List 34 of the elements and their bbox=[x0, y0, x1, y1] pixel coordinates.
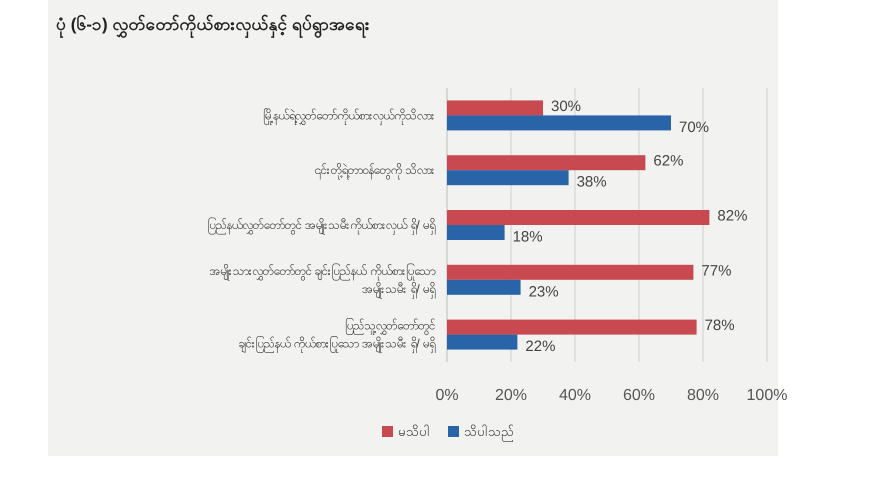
y-tick-label: အမျိုးသားလွှတ်တော်တွင် ချင်းပြည်နယ် ကိုယ်စားပြုသော အမျိုးသမီး ရှိ/ မရှိ bbox=[209, 262, 435, 299]
x-tick-label: 40% bbox=[558, 387, 592, 404]
bar bbox=[447, 100, 543, 116]
data-label: 62% bbox=[653, 152, 684, 170]
bar bbox=[447, 334, 518, 350]
data-label: 70% bbox=[679, 118, 710, 136]
data-label: 30% bbox=[551, 98, 582, 115]
x-tick-label: 0% bbox=[435, 387, 459, 404]
y-tick-label: မြို့နယ်ရဲ့လွှတ်တော်ကိုယ်စားလှယ်ကိုသိလား bbox=[263, 106, 435, 126]
data-label: 38% bbox=[576, 174, 607, 191]
legend-label: သိပါသည် bbox=[464, 424, 514, 442]
bar bbox=[447, 264, 694, 280]
bar bbox=[447, 115, 671, 130]
x-tick-label: 60% bbox=[622, 387, 656, 404]
legend-label: မသိပါ bbox=[398, 424, 430, 439]
data-label: 78% bbox=[704, 317, 735, 334]
data-label: 82% bbox=[717, 208, 748, 224]
y-tick-label: ၎င်းတို့ရဲ့တာဝန်တွေကို သိလား bbox=[314, 162, 435, 180]
bar bbox=[447, 210, 710, 225]
x-tick-label: 20% bbox=[494, 387, 528, 404]
bar bbox=[447, 170, 569, 186]
y-tick-label: ပြည်နယ်လွှတ်တော်တွင် အမျိုးသမီးကိုယ်စားလှယ် ရှိ/ မရှိ bbox=[208, 216, 435, 235]
x-tick-label: 80% bbox=[686, 387, 720, 404]
data-label: 22% bbox=[525, 338, 556, 356]
data-label: 23% bbox=[528, 283, 559, 300]
bar bbox=[447, 280, 521, 295]
data-label: 18% bbox=[512, 228, 543, 246]
text: ပုံ (၆-၁) လွှတ်တော်ကိုယ်စားလှယ်နှင့် ရပ်ရွာအရေး bbox=[56, 13, 370, 39]
data-label: 77% bbox=[701, 262, 732, 280]
bar bbox=[447, 225, 505, 240]
y-tick-label: ပြည်သူ့လွှတ်တော်တွင် ချင်းပြည်နယ် ကိုယ်စားပြုသော အမျိုးသမီး ရှိ/ မရှိ bbox=[238, 316, 435, 354]
x-tick-label: 100% bbox=[746, 387, 788, 404]
bar bbox=[447, 155, 646, 170]
bar bbox=[447, 320, 697, 335]
